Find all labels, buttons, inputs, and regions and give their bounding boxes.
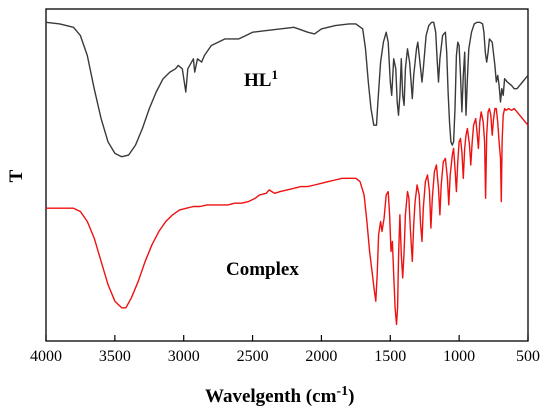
series-line-hl1: [45, 21, 529, 158]
x-tick-label-4000: 4000: [30, 348, 62, 365]
x-tick-label-500: 500: [516, 348, 540, 365]
x-tick-label-3500: 3500: [99, 348, 131, 365]
x-tick-label-1500: 1500: [374, 348, 406, 365]
x-axis-title-main: Wavelgenth (cm: [205, 386, 337, 407]
series-label-hl1: HL1: [244, 67, 278, 91]
x-tick-label-3000: 3000: [168, 348, 200, 365]
y-axis-title: T: [6, 169, 27, 182]
plot-frame: [45, 8, 529, 342]
x-axis-title: Wavelgenth (cm-1): [205, 384, 354, 407]
x-axis-ticks: [45, 335, 529, 341]
series-lines: [45, 21, 529, 326]
x-axis-tick-labels: 4000 3500 3000 2500 2000 1500 1000 500: [30, 348, 540, 365]
series-label-hl1-main: HL: [244, 70, 271, 91]
series-line-complex: [46, 107, 529, 326]
x-tick-label-1000: 1000: [443, 348, 475, 365]
x-tick-label-2000: 2000: [305, 348, 337, 365]
x-axis-title-suffix: ): [348, 386, 354, 407]
x-axis-title-superscript: -1: [336, 384, 348, 399]
series-label-complex: Complex: [226, 259, 299, 280]
series-label-hl1-superscript: 1: [271, 67, 278, 82]
x-tick-label-2500: 2500: [237, 348, 269, 365]
